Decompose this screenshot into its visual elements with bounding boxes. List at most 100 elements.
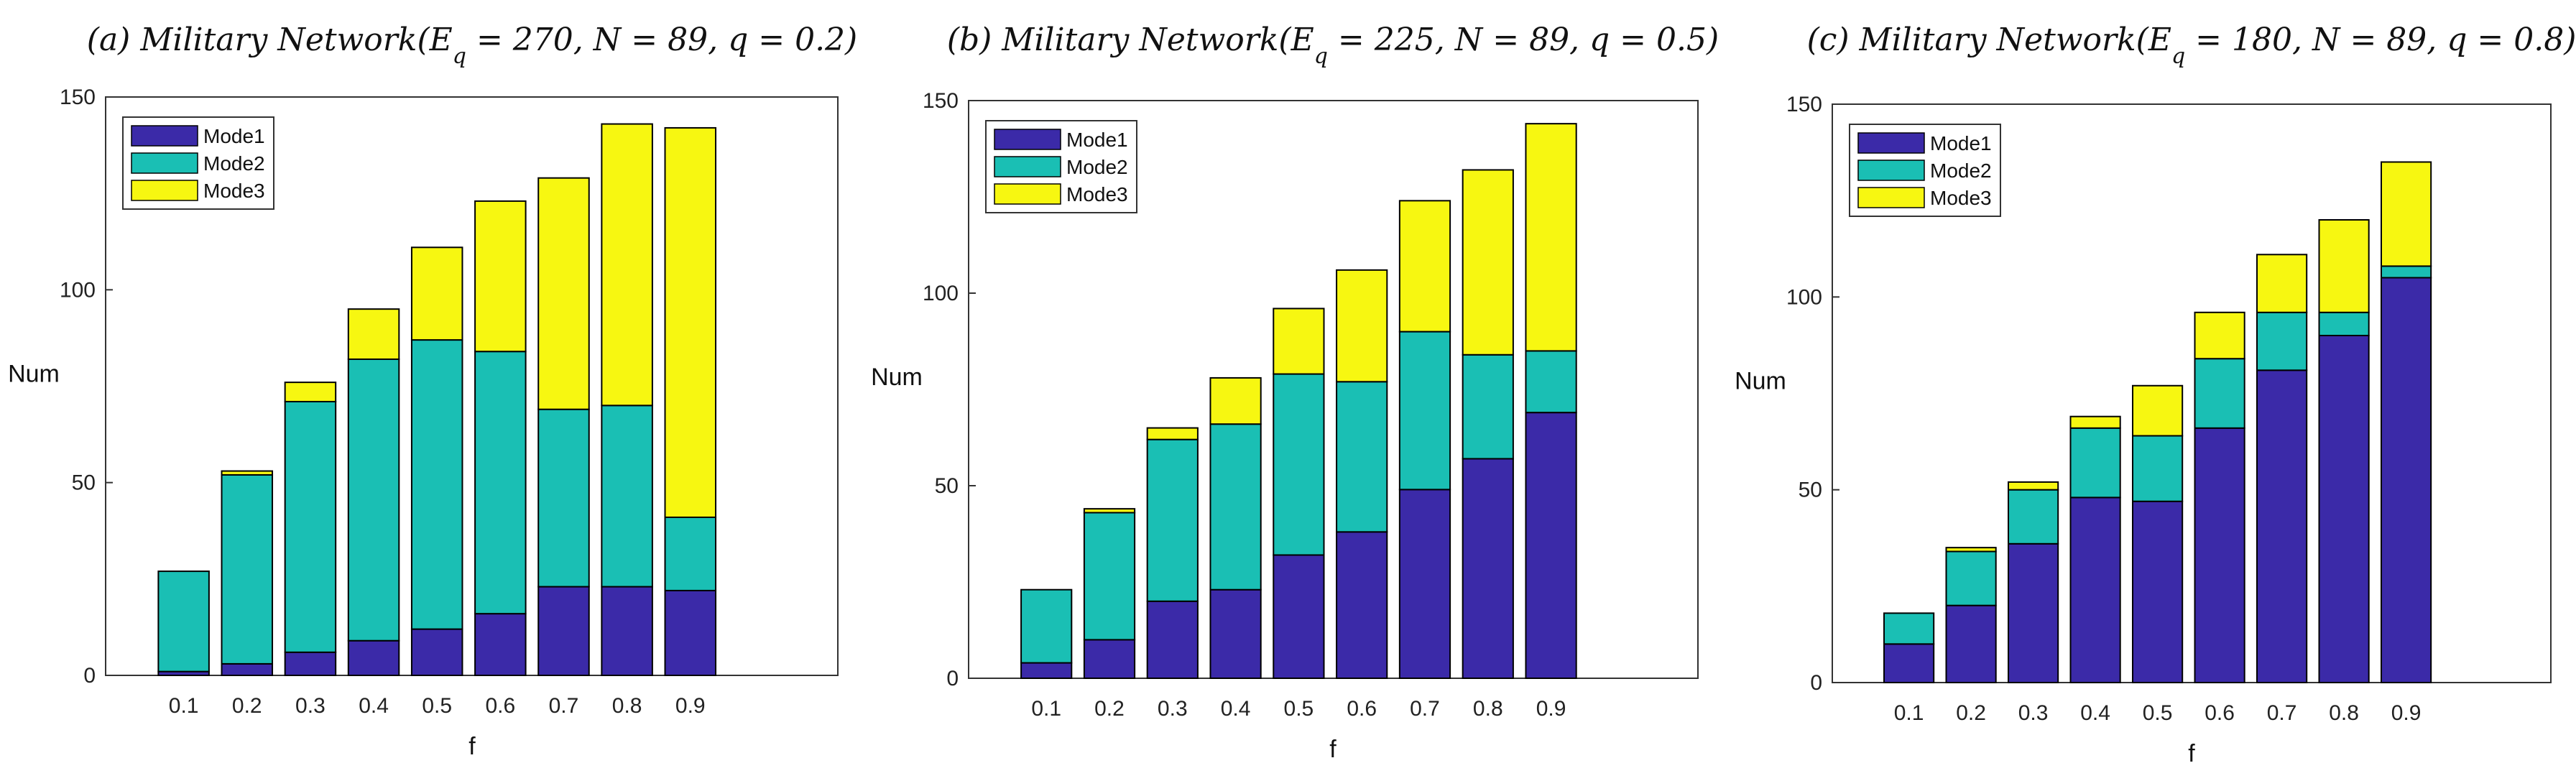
x-tick-label: 0.6 — [485, 694, 515, 718]
x-tick-label: 0.7 — [1410, 697, 1440, 721]
bar-mode1-0.4 — [2069, 496, 2121, 684]
y-tick-label: 0 — [946, 667, 959, 690]
x-tick-label: 0.2 — [232, 694, 262, 718]
bar-mode2-0.1 — [157, 570, 210, 673]
legend-swatch-mode3 — [1857, 187, 1925, 208]
bar-mode2-0.7 — [537, 408, 590, 588]
legend-label-mode1: Mode1 — [1066, 129, 1128, 151]
chart-title: (a) Military Network(Eq = 270, N = 89, q… — [87, 22, 857, 69]
legend-swatch-mode1 — [1857, 132, 1925, 154]
bar-mode3-0.2 — [221, 470, 274, 476]
y-tick-label: 150 — [1786, 93, 1822, 116]
x-tick-label: 0.1 — [169, 694, 199, 718]
legend-label-mode1: Mode1 — [203, 125, 265, 147]
bar-mode3-0.5 — [2132, 384, 2184, 437]
x-tick-label: 0.8 — [2329, 701, 2359, 725]
x-axis-label: f — [1329, 736, 1337, 763]
y-tick-label: 100 — [60, 278, 96, 302]
bar-mode1-0.8 — [601, 586, 653, 676]
bar-mode3-0.8 — [2318, 219, 2370, 313]
bar-mode1-0.5 — [2132, 500, 2184, 683]
bar-mode1-0.3 — [284, 651, 337, 676]
bar-mode1-0.2 — [221, 662, 274, 677]
y-axis-label: Num — [8, 361, 60, 388]
bar-mode2-0.5 — [410, 339, 463, 630]
bar-mode2-0.2 — [221, 473, 274, 665]
chart-title: (b) Military Network(Eq = 225, N = 89, q… — [947, 22, 1719, 69]
bar-mode3-0.6 — [474, 200, 527, 353]
bar-mode3-0.2 — [1945, 547, 1997, 553]
bar-mode1-0.8 — [1462, 458, 1514, 679]
legend: Mode1 Mode2 Mode3 — [1849, 124, 2001, 217]
chart-panel-c: 0 50 100 150 0.1 0.2 0.3 0.4 0.5 0.6 0.7 0.8 0.9 f Num… — [1735, 22, 2576, 767]
bar-mode1-0.6 — [1336, 531, 1388, 679]
x-tick-label: 0.4 — [2080, 701, 2110, 725]
y-tick-label: 100 — [923, 282, 959, 305]
bar-mode3-0.4 — [347, 308, 400, 360]
y-tick-label: 50 — [72, 471, 96, 495]
x-tick-label: 0.7 — [2267, 701, 2297, 725]
legend-swatch-mode2 — [994, 156, 1061, 177]
plot-frame — [1832, 103, 2552, 683]
x-tick-label: 0.4 — [1221, 697, 1251, 721]
bar-mode2-0.6 — [474, 351, 527, 615]
y-axis-label: Num — [871, 364, 923, 391]
legend: Mode1 Mode2 Mode3 — [122, 116, 274, 210]
bar-mode1-0.4 — [347, 639, 400, 677]
bar-mode2-0.1 — [1020, 588, 1073, 664]
plot-frame — [968, 100, 1699, 679]
bar-mode2-0.9 — [2381, 265, 2432, 279]
bar-mode2-0.4 — [1209, 423, 1262, 591]
bar-mode1-0.9 — [1525, 412, 1577, 679]
legend-label-mode1: Mode1 — [1930, 132, 1992, 154]
bar-mode2-0.3 — [1146, 438, 1199, 602]
y-tick-label: 150 — [60, 86, 96, 109]
x-tick-label: 0.5 — [422, 694, 452, 718]
legend-label-mode3: Mode3 — [203, 180, 265, 202]
legend-swatch-mode2 — [131, 152, 198, 174]
legend: Mode1 Mode2 Mode3 — [985, 120, 1137, 213]
bar-mode3-0.9 — [2381, 161, 2432, 267]
bar-mode3-0.4 — [1209, 376, 1262, 425]
x-tick-label: 0.8 — [1473, 697, 1503, 721]
x-tick-label: 0.1 — [1894, 701, 1924, 725]
legend-swatch-mode3 — [131, 180, 198, 201]
bar-mode3-0.8 — [1462, 169, 1514, 356]
bar-mode1-0.5 — [1273, 554, 1325, 679]
y-tick-label: 0 — [1810, 671, 1822, 695]
x-tick-label: 0.9 — [2391, 701, 2422, 725]
bar-mode3-0.3 — [1146, 427, 1199, 440]
legend-swatch-mode1 — [994, 129, 1061, 150]
legend-swatch-mode2 — [1857, 160, 1925, 181]
bar-mode1-0.7 — [537, 586, 590, 676]
bar-mode2-0.4 — [347, 358, 400, 642]
chart-panel-a: 0 50 100 150 0.1 0.2 0.3 0.4 0.5 0.6 0.7 0.8 0.9 f Num… — [8, 22, 857, 760]
bar-mode1-0.2 — [1945, 604, 1997, 684]
x-tick-label: 0.6 — [2205, 701, 2235, 725]
bar-mode2-0.1 — [1883, 612, 1935, 645]
x-tick-label: 0.9 — [1536, 697, 1566, 721]
bar-mode2-0.5 — [2132, 435, 2184, 502]
legend-swatch-mode1 — [131, 125, 198, 147]
bar-mode2-0.6 — [1336, 381, 1388, 533]
bar-mode3-0.7 — [1398, 200, 1451, 333]
bar-mode2-0.8 — [2318, 311, 2370, 336]
x-tick-label: 0.2 — [1094, 697, 1125, 721]
legend-label-mode2: Mode2 — [1930, 160, 1992, 182]
bar-mode2-0.8 — [1462, 353, 1514, 460]
bar-mode1-0.2 — [1083, 639, 1136, 680]
bar-mode3-0.8 — [601, 123, 653, 407]
bar-mode1-0.6 — [474, 613, 527, 677]
bar-mode1-0.3 — [2008, 542, 2059, 683]
bar-mode2-0.2 — [1083, 512, 1136, 641]
bar-mode2-0.2 — [1945, 550, 1997, 606]
bar-mode3-0.7 — [537, 177, 590, 410]
bar-mode1-0.8 — [2318, 335, 2370, 683]
x-tick-label: 0.8 — [612, 694, 642, 718]
bar-mode1-0.9 — [664, 589, 717, 677]
chart-panel-b: 0 50 100 150 0.1 0.2 0.3 0.4 0.5 0.6 0.7 0.8 0.9 f Num… — [871, 22, 1719, 763]
bar-mode1-0.9 — [2381, 277, 2432, 683]
bar-mode3-0.3 — [2008, 481, 2059, 491]
bar-mode2-0.8 — [601, 405, 653, 588]
x-tick-label: 0.7 — [549, 694, 579, 718]
